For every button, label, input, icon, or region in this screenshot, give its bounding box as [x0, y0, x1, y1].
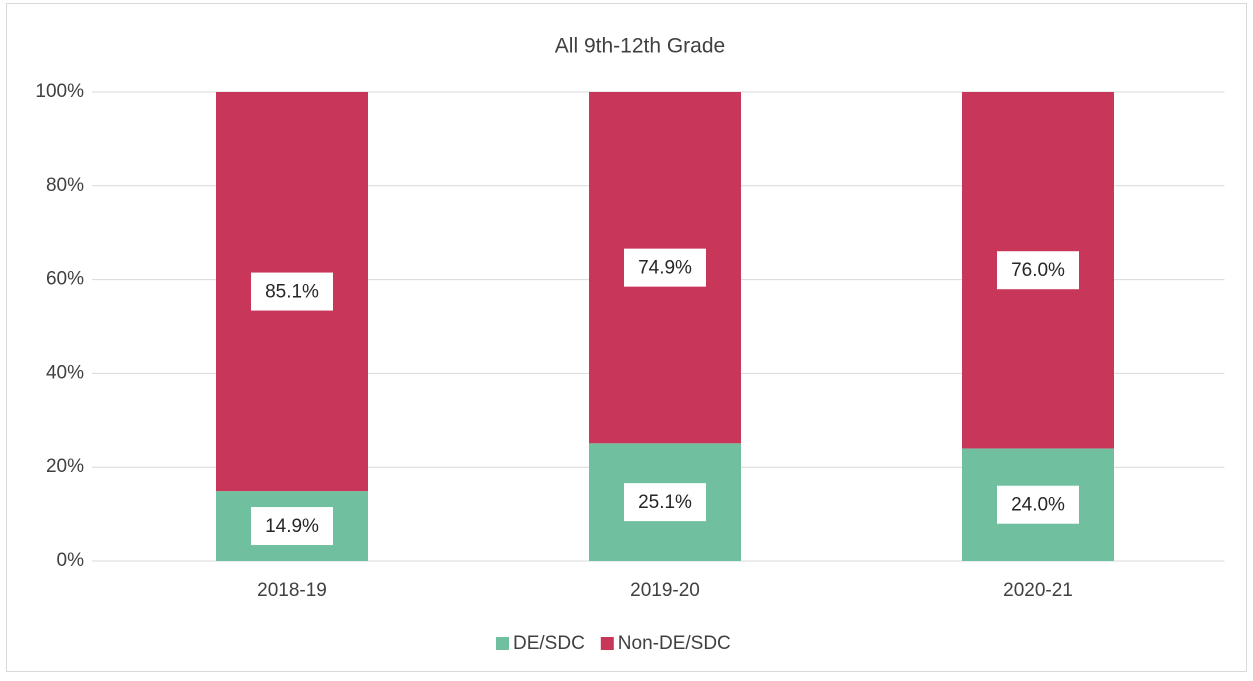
- legend-swatch: [600, 637, 614, 650]
- data-label: 74.9%: [638, 258, 692, 279]
- x-tick-label: 2020-21: [1003, 580, 1073, 601]
- data-label-box: [997, 251, 1079, 290]
- data-label-box: [624, 483, 706, 522]
- y-tick-label: 20%: [46, 456, 84, 477]
- x-tick-label: 2019-20: [630, 580, 700, 601]
- data-label: 85.1%: [265, 282, 319, 303]
- chart-title: All 9th-12th Grade: [555, 35, 725, 58]
- y-tick-label: 60%: [46, 269, 84, 290]
- y-tick-label: 80%: [46, 175, 84, 196]
- legend-swatch: [496, 637, 509, 650]
- x-tick-label: 2018-19: [257, 580, 327, 601]
- data-label-box: [251, 272, 333, 311]
- y-tick-label: 100%: [35, 81, 84, 102]
- data-label: 25.1%: [638, 492, 692, 513]
- data-label: 76.0%: [1011, 260, 1065, 281]
- data-label: 24.0%: [1011, 495, 1065, 516]
- legend-label: DE/SDC: [513, 633, 585, 654]
- data-label-box: [624, 248, 706, 287]
- data-label: 14.9%: [265, 516, 319, 537]
- data-label-box: [251, 507, 333, 546]
- y-tick-label: 40%: [46, 362, 84, 383]
- data-label-box: [997, 485, 1079, 524]
- legend-label: Non-DE/SDC: [618, 633, 731, 654]
- y-tick-label: 0%: [57, 550, 85, 571]
